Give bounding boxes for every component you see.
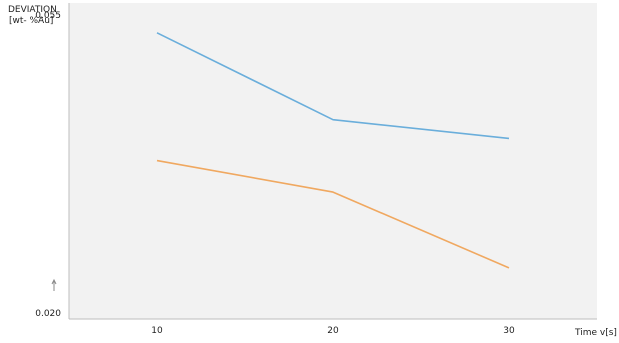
y-axis-arrow-icon [51,278,57,291]
tick-labels: 10 20 30 0.055 0.020 [35,11,515,336]
y-axis-label-line2: [wt- %Au] [9,16,53,26]
series-line-1 [156,32,510,140]
plot-area [69,3,597,319]
series-lines [156,32,510,269]
y-tick-label: 0.020 [35,309,61,319]
x-axis-label: Time v[s] [574,328,617,338]
x-tick-label: 20 [327,326,339,336]
x-tick-label: 10 [151,326,163,336]
x-tick-label: 30 [503,326,515,336]
y-tick-label: 0.055 [35,11,61,21]
y-axis-label-line1: DEVIATION [8,5,57,15]
series-line-2 [156,159,510,269]
